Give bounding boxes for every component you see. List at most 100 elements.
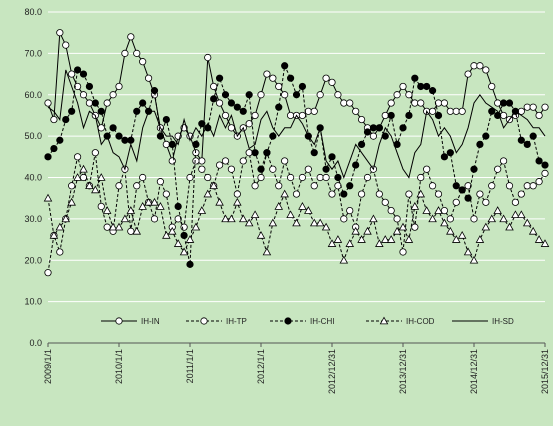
data-point bbox=[238, 214, 248, 223]
data-point bbox=[334, 173, 342, 182]
data-point bbox=[210, 82, 218, 91]
data-point bbox=[340, 190, 348, 198]
data-point bbox=[399, 82, 407, 91]
data-point bbox=[375, 190, 383, 198]
data-point bbox=[286, 173, 295, 182]
y-axis: 0.0 10.0 20.0 30.0 40.0 50.0 60.0 70.0 80.0 bbox=[24, 7, 42, 348]
data-point bbox=[67, 197, 76, 206]
data-point bbox=[233, 197, 242, 206]
data-point bbox=[281, 157, 289, 165]
data-point bbox=[168, 140, 176, 148]
data-point bbox=[139, 58, 147, 66]
data-point bbox=[534, 235, 544, 243]
data-point bbox=[428, 107, 437, 115]
data-point bbox=[256, 231, 266, 239]
data-point bbox=[334, 91, 342, 99]
data-point bbox=[440, 153, 449, 161]
data-point bbox=[517, 190, 525, 198]
data-point bbox=[517, 210, 526, 219]
data-point bbox=[85, 99, 94, 107]
data-point bbox=[440, 207, 449, 215]
data-point bbox=[198, 165, 206, 173]
data-point bbox=[257, 165, 265, 173]
data-point bbox=[103, 99, 111, 107]
data-point bbox=[221, 91, 230, 99]
data-point bbox=[150, 87, 159, 95]
data-point bbox=[398, 222, 408, 231]
data-point bbox=[269, 132, 277, 140]
data-point bbox=[56, 248, 64, 256]
data-point bbox=[179, 247, 189, 256]
data-point bbox=[244, 218, 254, 227]
data-point bbox=[481, 222, 491, 231]
x-tick-label: 2013/12/31 bbox=[398, 349, 408, 394]
data-point bbox=[73, 82, 82, 91]
data-point bbox=[327, 239, 337, 247]
data-point bbox=[310, 107, 318, 115]
data-point bbox=[310, 149, 318, 157]
legend-label: IH-CHI bbox=[310, 317, 334, 326]
data-point bbox=[62, 115, 70, 124]
data-point bbox=[304, 107, 312, 115]
data-point bbox=[476, 190, 484, 198]
data-point bbox=[115, 82, 123, 91]
data-point bbox=[451, 235, 461, 243]
series-layer bbox=[43, 29, 550, 277]
data-point bbox=[346, 99, 354, 107]
data-point bbox=[68, 182, 76, 190]
data-point bbox=[334, 182, 342, 190]
data-point bbox=[328, 190, 336, 198]
data-point bbox=[239, 157, 247, 165]
data-point bbox=[61, 214, 71, 223]
series-ih-in bbox=[44, 29, 549, 165]
data-point bbox=[392, 226, 402, 235]
data-point bbox=[62, 41, 70, 49]
data-point bbox=[357, 140, 366, 148]
data-point bbox=[452, 107, 460, 115]
data-point bbox=[482, 66, 490, 74]
data-point bbox=[127, 227, 135, 235]
data-point bbox=[488, 182, 496, 190]
data-point bbox=[464, 70, 472, 78]
data-point bbox=[257, 91, 265, 99]
data-point bbox=[493, 206, 502, 214]
data-point bbox=[298, 202, 307, 210]
data-point bbox=[268, 218, 278, 227]
x-tick-label: 2015/12/31 bbox=[540, 349, 550, 394]
data-point bbox=[328, 153, 336, 161]
data-point bbox=[174, 215, 182, 223]
data-point bbox=[257, 173, 265, 182]
data-point bbox=[50, 115, 58, 124]
data-point bbox=[269, 74, 277, 82]
data-point bbox=[233, 190, 241, 198]
x-tick-label: 2012/1/1 bbox=[256, 349, 266, 384]
data-point bbox=[203, 189, 213, 198]
data-point bbox=[380, 235, 390, 243]
data-point bbox=[369, 124, 378, 132]
x-tick-label: 2012/12/31 bbox=[327, 349, 337, 394]
data-point bbox=[186, 260, 194, 268]
data-point bbox=[250, 210, 260, 219]
data-point bbox=[322, 74, 330, 82]
data-point bbox=[487, 214, 497, 223]
data-point bbox=[269, 165, 277, 173]
data-point bbox=[309, 218, 319, 227]
data-point bbox=[162, 115, 170, 124]
data-point bbox=[156, 178, 165, 186]
data-point bbox=[197, 206, 207, 214]
data-point bbox=[221, 157, 230, 165]
data-point bbox=[174, 202, 182, 211]
data-point bbox=[387, 99, 395, 107]
data-point bbox=[369, 132, 378, 140]
data-point bbox=[191, 222, 201, 231]
data-point bbox=[68, 70, 76, 78]
data-point bbox=[115, 132, 123, 140]
data-point bbox=[411, 223, 419, 231]
data-point bbox=[494, 99, 502, 107]
y-tick-label: 70.0 bbox=[24, 48, 42, 58]
data-point bbox=[316, 91, 324, 99]
data-point bbox=[446, 226, 455, 235]
data-point bbox=[198, 120, 206, 128]
data-point bbox=[423, 82, 431, 91]
data-point bbox=[499, 214, 508, 223]
